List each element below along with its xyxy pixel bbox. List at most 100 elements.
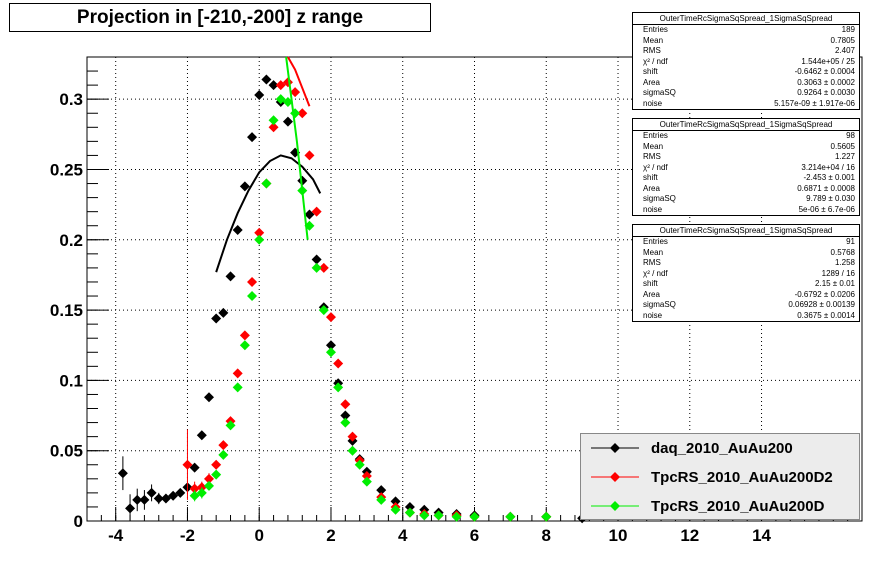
- data-point: [333, 358, 344, 369]
- data-point: [354, 459, 365, 470]
- legend: daq_2010_AuAu200 TpcRS_2010_AuAu200D2 Tp…: [580, 433, 860, 520]
- x-tick-label: -4: [108, 526, 124, 545]
- stats-row: sigmaSQ 0.9264 ± 0.0030: [633, 88, 859, 99]
- legend-item-d: TpcRS_2010_AuAu200D: [581, 492, 859, 521]
- stats-value: 98: [846, 131, 855, 140]
- stats-value: 1289 / 16: [821, 268, 855, 278]
- data-point: [433, 510, 444, 521]
- data-point: [211, 459, 222, 470]
- data-point: [325, 347, 336, 358]
- data-point: [290, 87, 301, 98]
- y-tick-label: 0.2: [59, 231, 83, 250]
- series-3: [189, 56, 552, 522]
- stats-key: χ² / ndf: [643, 162, 668, 172]
- stats-value: 1.544e+05 / 25: [801, 56, 855, 66]
- fit-curve: [285, 56, 309, 240]
- stats-row: RMS 2.407: [633, 46, 859, 57]
- legend-label: TpcRS_2010_AuAu200D2: [651, 469, 833, 486]
- data-point: [196, 430, 207, 441]
- data-point: [297, 175, 308, 186]
- data-point: [261, 74, 272, 85]
- stats-value: 1.227: [834, 152, 855, 161]
- data-point: [297, 185, 308, 196]
- stats-key: RMS: [643, 258, 661, 267]
- data-point: [218, 449, 229, 460]
- data-point: [268, 80, 279, 91]
- stats-key: noise: [643, 98, 663, 108]
- stats-box-1: OuterTimeRcSigmaSqSpread_1SigmaSqSpread …: [632, 12, 860, 110]
- data-point: [376, 485, 387, 496]
- data-point: [232, 224, 243, 235]
- stats-value: -0.6462 ± 0.0004: [794, 67, 855, 76]
- stats-key: Entries: [643, 237, 668, 246]
- y-tick-label: 0.3: [59, 90, 83, 109]
- stats-value: 0.5605: [830, 141, 855, 151]
- data-point: [333, 382, 344, 393]
- stats-key: noise: [643, 310, 663, 320]
- data-point: [203, 480, 214, 491]
- stats-row: Area -0.6792 ± 0.0206: [633, 290, 859, 301]
- data-point: [290, 108, 301, 119]
- data-point: [203, 392, 214, 403]
- stats-key: RMS: [643, 152, 661, 161]
- stats-value: 1.258: [834, 258, 855, 267]
- y-tick-label: 0.25: [50, 160, 83, 179]
- stats-value: -2.453 ± 0.001: [803, 173, 855, 182]
- legend-label: daq_2010_AuAu200: [651, 440, 793, 457]
- stats-key: Mean: [643, 247, 664, 257]
- data-point: [325, 312, 336, 323]
- data-point: [419, 510, 430, 521]
- fit-curve: [287, 56, 311, 107]
- stats-value: 0.3675 ± 0.0014: [797, 310, 855, 320]
- stats-value: 0.5768: [830, 247, 855, 257]
- x-tick-label: 2: [326, 526, 335, 545]
- data-point: [247, 291, 258, 302]
- data-point: [282, 116, 293, 127]
- stats-row: shift -2.453 ± 0.001: [633, 173, 859, 184]
- data-point: [261, 178, 272, 189]
- stats-row: shift 2.15 ± 0.01: [633, 279, 859, 290]
- data-point: [311, 262, 322, 273]
- x-tick-label: 4: [398, 526, 408, 545]
- data-point: [247, 132, 258, 143]
- data-point: [225, 271, 236, 282]
- stats-key: sigmaSQ: [643, 300, 676, 309]
- data-point: [325, 340, 336, 351]
- legend-label: TpcRS_2010_AuAu200D: [651, 498, 825, 515]
- title-box: Projection in [-210,-200] z range: [9, 3, 431, 32]
- data-point: [203, 473, 214, 484]
- stats-value: 0.06928 ± 0.00139: [788, 300, 855, 309]
- data-point: [196, 487, 207, 498]
- data-point: [347, 445, 358, 456]
- data-point: [239, 181, 250, 192]
- stats-key: shift: [643, 67, 658, 76]
- data-point: [232, 382, 243, 393]
- legend-marker-d2: [591, 472, 639, 482]
- stats-key: shift: [643, 173, 658, 182]
- chart-title: Projection in [-210,-200] z range: [76, 7, 364, 28]
- data-point: [318, 305, 329, 316]
- stats-title: OuterTimeRcSigmaSqSpread_1SigmaSqSpread: [633, 13, 859, 25]
- stats-key: Area: [643, 77, 660, 87]
- x-tick-label: 12: [680, 526, 699, 545]
- stats-key: Entries: [643, 25, 668, 34]
- data-point: [254, 227, 265, 238]
- stats-row: χ² / ndf 3.214e+04 / 16: [633, 163, 859, 174]
- data-point: [218, 307, 229, 318]
- legend-item-d2: TpcRS_2010_AuAu200D2: [581, 463, 859, 492]
- data-point: [254, 234, 265, 245]
- stats-key: Area: [643, 289, 660, 299]
- data-point: [254, 89, 265, 100]
- stats-row: Mean 0.7805: [633, 36, 859, 47]
- data-point: [390, 504, 401, 515]
- stats-key: Mean: [643, 141, 664, 151]
- stats-value: 0.7805: [830, 35, 855, 45]
- data-point: [390, 496, 401, 507]
- data-point: [318, 262, 329, 273]
- stats-row: noise 5.157e-09 ± 1.917e-06: [633, 99, 859, 110]
- stats-row: RMS 1.258: [633, 258, 859, 269]
- data-point: [211, 313, 222, 324]
- legend-marker-daq: [591, 443, 639, 453]
- data-point: [282, 96, 293, 107]
- stats-row: sigmaSQ 0.06928 ± 0.00139: [633, 300, 859, 311]
